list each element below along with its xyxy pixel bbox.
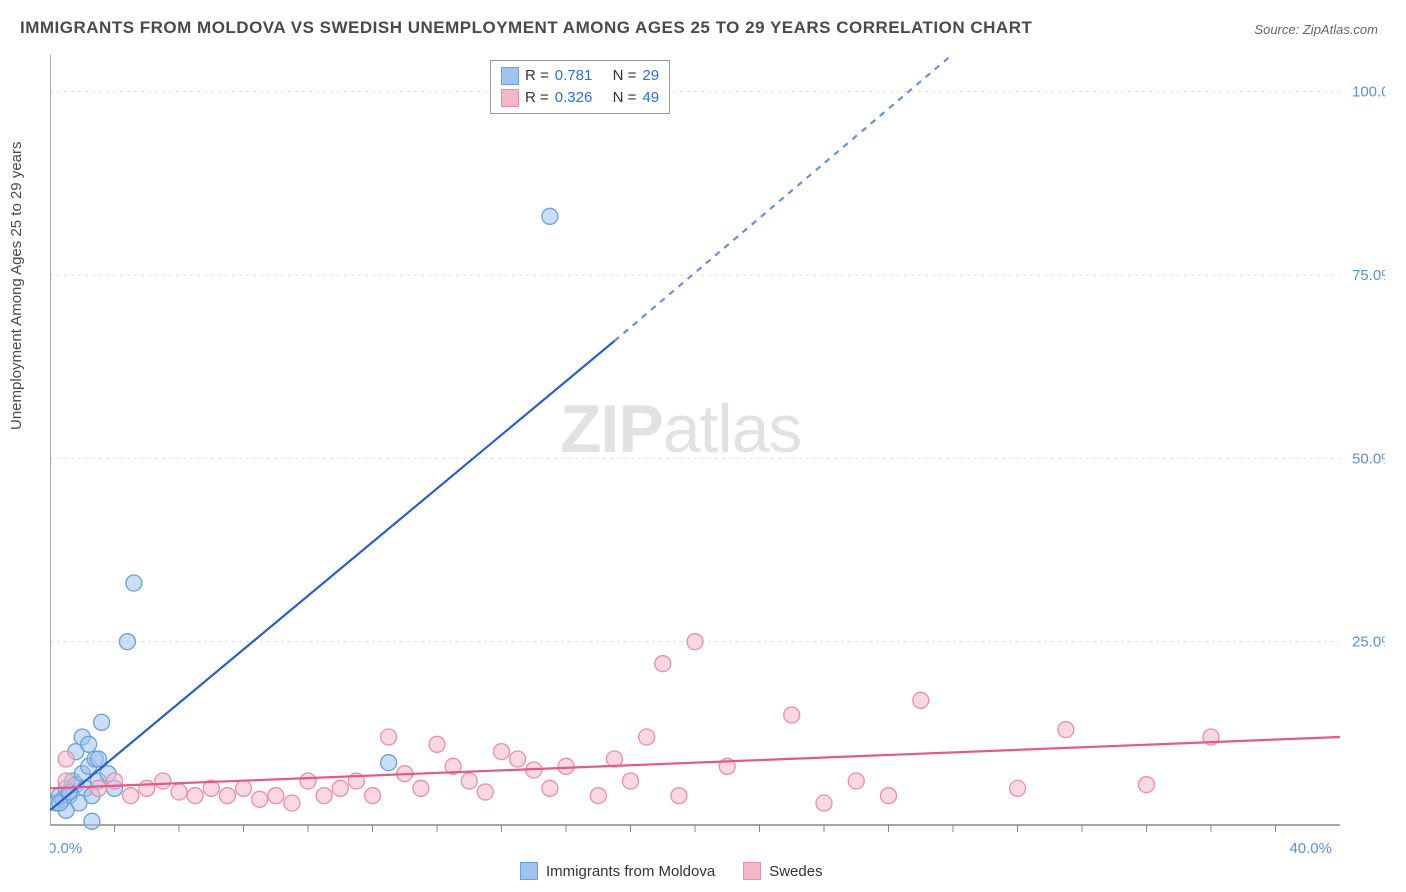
n-value: 29 — [642, 65, 659, 87]
legend-swatch — [520, 862, 538, 880]
series-legend: Immigrants from Moldova Swedes — [520, 862, 823, 880]
r-label: R = — [525, 65, 549, 87]
svg-text:50.0%: 50.0% — [1352, 450, 1385, 467]
legend-swatch — [743, 862, 761, 880]
source-value: ZipAtlas.com — [1303, 22, 1378, 37]
r-label: R = — [525, 87, 549, 109]
r-value: 0.781 — [555, 65, 593, 87]
legend-item: Swedes — [743, 862, 822, 880]
svg-text:25.0%: 25.0% — [1352, 634, 1385, 651]
n-label: N = — [613, 65, 637, 87]
legend-swatch — [501, 89, 519, 107]
n-value: 49 — [642, 87, 659, 109]
source-label: Source: — [1254, 22, 1299, 37]
legend-row: R = 0.326 N = 49 — [501, 87, 659, 109]
chart-title: IMMIGRANTS FROM MOLDOVA VS SWEDISH UNEMP… — [20, 18, 1032, 38]
chart-svg: 25.0% 50.0% 75.0% 100.0% 0.0% 40.0% — [50, 55, 1385, 855]
chart-container: IMMIGRANTS FROM MOLDOVA VS SWEDISH UNEMP… — [0, 0, 1406, 892]
svg-text:0.0%: 0.0% — [50, 840, 82, 855]
n-label: N = — [613, 87, 637, 109]
svg-text:100.0%: 100.0% — [1352, 84, 1385, 101]
y-axis-label: Unemployment Among Ages 25 to 29 years — [8, 141, 25, 430]
r-value: 0.326 — [555, 87, 593, 109]
legend-label: Swedes — [769, 863, 822, 880]
legend-label: Immigrants from Moldova — [546, 863, 715, 880]
legend-row: R = 0.781 N = 29 — [501, 65, 659, 87]
svg-text:40.0%: 40.0% — [1289, 840, 1332, 855]
svg-text:75.0%: 75.0% — [1352, 267, 1385, 284]
source-attribution: Source: ZipAtlas.com — [1254, 22, 1378, 37]
legend-swatch — [501, 67, 519, 85]
legend-item: Immigrants from Moldova — [520, 862, 715, 880]
correlation-legend: R = 0.781 N = 29R = 0.326 N = 49 — [490, 60, 670, 114]
scatter-plot: 25.0% 50.0% 75.0% 100.0% 0.0% 40.0% — [50, 55, 1385, 855]
